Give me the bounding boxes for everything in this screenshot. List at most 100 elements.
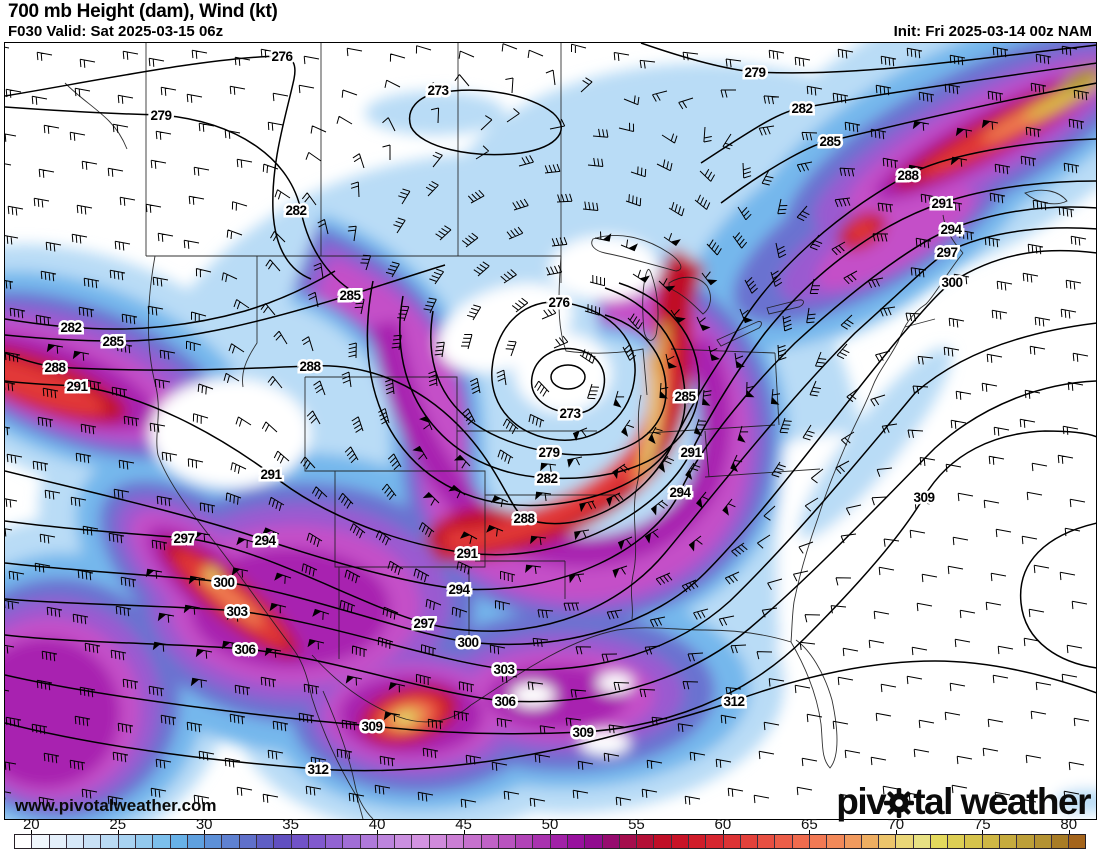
colorbar-cell: [601, 835, 619, 848]
contour-label: 300: [941, 275, 962, 290]
colorbar-cell: [65, 835, 84, 848]
colorbar-cell: [255, 835, 274, 848]
contour-label: 300: [457, 635, 478, 650]
contour-label: 294: [254, 533, 276, 548]
colorbar-cell: [549, 835, 567, 848]
contour-label: 291: [66, 379, 88, 394]
colorbar-cell: [290, 835, 308, 848]
contour-label: 282: [60, 320, 81, 335]
colorbar-cell: [843, 835, 861, 848]
contour-label: 297: [173, 531, 194, 546]
colorbar-cell: [307, 835, 326, 848]
colorbar-cell: [860, 835, 879, 848]
colorbar-cell: [636, 835, 654, 848]
colorbar-tick-label: 60: [714, 816, 732, 833]
colorbar-tick-label: 20: [22, 816, 40, 833]
colorbar-cell: [238, 835, 256, 848]
logo-text-piv: piv: [836, 781, 886, 822]
colorbar-cell: [15, 835, 32, 848]
colorbar-cell: [325, 835, 343, 848]
contour-label: 312: [307, 762, 328, 777]
colorbar-cell: [757, 835, 775, 848]
colorbar-cell: [480, 835, 498, 848]
colorbar-cell: [584, 835, 602, 848]
colorbar-cell: [791, 835, 809, 848]
contour-label: 306: [234, 642, 256, 657]
colorbar-cell: [376, 835, 395, 848]
colorbar-cell: [567, 835, 585, 848]
colorbar-cell: [497, 835, 516, 848]
wind-barb-strokes: [5, 43, 1090, 808]
colorbar-cell: [947, 835, 965, 848]
contour-label: 288: [299, 359, 321, 374]
colorbar-cell: [670, 835, 688, 848]
contour-label: 285: [819, 134, 841, 149]
contour-label: 285: [339, 288, 361, 303]
colorbar-cell: [394, 835, 412, 848]
map-canvas: 2762732792792822852882912942973002822852…: [5, 43, 1096, 819]
colorbar-tick-mark: [463, 830, 465, 835]
colorbar-tick-label: 65: [801, 816, 818, 833]
contour-label: 309: [913, 490, 934, 505]
colorbar-tick-label: 75: [973, 816, 991, 833]
colorbar-cell: [895, 835, 913, 848]
colorbar-cell: [169, 835, 187, 848]
colorbar-cell: [722, 835, 740, 848]
colorbar-cell: [826, 835, 844, 848]
contour-label: 279: [538, 445, 559, 460]
wind-barbs: [5, 43, 1090, 808]
colorbar-cell: [342, 835, 360, 848]
colorbar-cell: [981, 835, 1000, 848]
contour-label: 288: [513, 511, 535, 526]
colorbar-cell: [808, 835, 827, 848]
colorbar-cell: [411, 835, 429, 848]
contour-label: 303: [226, 604, 248, 619]
page-title: 700 mb Height (dam), Wind (kt): [8, 1, 278, 22]
colorbar-cell: [48, 835, 66, 848]
colorbar-cell: [359, 835, 377, 848]
contour-label: 297: [936, 245, 957, 260]
colorbar-tick-label: 25: [109, 816, 127, 833]
watermark-url: www.pivotalweather.com: [15, 796, 217, 815]
colorbar-cell: [83, 835, 101, 848]
colorbar-tick-mark: [550, 830, 551, 835]
colorbar-tick-label: 70: [887, 816, 905, 833]
contour-label: 297: [413, 616, 434, 631]
colorbar-tick-label: 55: [628, 816, 645, 833]
contour-label: 273: [559, 406, 581, 421]
colorbar-cell: [964, 835, 982, 848]
contour-label: 291: [680, 445, 702, 460]
contour-label: 291: [931, 196, 953, 211]
colorbar-cell: [705, 835, 723, 848]
colorbar-cell: [463, 835, 481, 848]
colorbar-tick-label: 50: [541, 816, 559, 833]
colorbar-cell: [532, 835, 550, 848]
contour-label: 285: [102, 334, 124, 349]
colorbar-cell: [204, 835, 222, 848]
colorbar-cell: [687, 835, 706, 848]
contour-label: 279: [744, 65, 765, 80]
colorbar-cell: [1033, 835, 1051, 848]
colorbar-tick-mark: [895, 830, 897, 835]
colorbar-cell: [1050, 835, 1069, 848]
colorbar-tick-mark: [1068, 830, 1070, 835]
colorbar-tick-label: 35: [282, 816, 299, 833]
colorbar-cell: [878, 835, 896, 848]
contour-label: 294: [940, 222, 962, 237]
colorbar-cell: [446, 835, 464, 848]
colorbar-tick-label: 40: [368, 816, 386, 833]
contour-label: 288: [44, 360, 66, 375]
colorbar-cell: [117, 835, 135, 848]
contour-label: 303: [493, 662, 515, 677]
colorbar-cell: [134, 835, 153, 848]
contour-label: 294: [669, 485, 691, 500]
colorbar-cell: [739, 835, 758, 848]
colorbar-ticks: 20 25 30 35 40 45 50 55 60 65 70 75 80: [0, 816, 1100, 835]
contour-label: 294: [448, 582, 470, 597]
contour-label: 288: [897, 168, 919, 183]
colorbar-cell: [152, 835, 170, 848]
colorbar-tick-label: 45: [455, 816, 472, 833]
contour-label: 282: [285, 203, 306, 218]
colorbar-cell: [428, 835, 447, 848]
